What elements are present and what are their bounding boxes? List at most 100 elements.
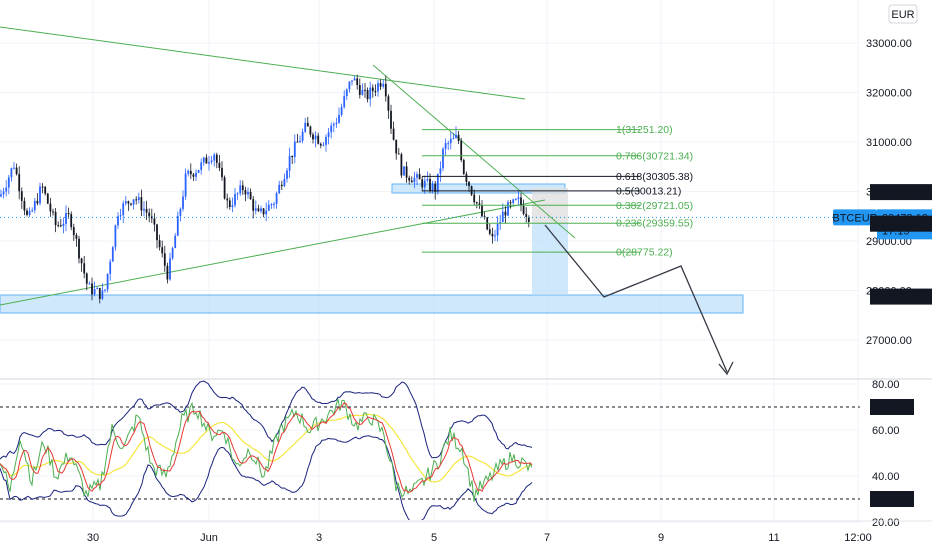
rsi-level-badge[interactable]: 70.00 xyxy=(870,399,914,415)
time-tick-label: 9 xyxy=(658,532,664,544)
price-pane[interactable]: 1(31251.20) 0.786(30721.34) 0.618(30305.38… xyxy=(0,26,860,376)
time-tick-label: 11 xyxy=(768,532,779,544)
candle xyxy=(96,286,99,290)
candle xyxy=(418,168,421,180)
candle xyxy=(228,197,231,210)
price-marker-label[interactable]: 29987.84 xyxy=(870,184,932,201)
candle xyxy=(392,121,395,141)
candle xyxy=(244,186,247,202)
time-tick-label: 12:00 xyxy=(844,532,872,544)
candle xyxy=(33,197,36,214)
candle xyxy=(488,223,491,236)
candle xyxy=(83,255,86,279)
candle xyxy=(473,189,476,205)
fib-level[interactable]: 0.236(29359.55) xyxy=(422,218,693,230)
time-tick-label: 7 xyxy=(544,532,550,544)
candle xyxy=(72,223,75,241)
trend-line[interactable] xyxy=(372,64,576,239)
price-marker-label[interactable]: 29349.68 xyxy=(870,215,932,232)
candle xyxy=(309,125,312,138)
price-marker-label[interactable]: 27877.07 xyxy=(870,288,932,305)
candle xyxy=(127,200,130,211)
candle xyxy=(278,180,281,195)
candle xyxy=(166,262,169,284)
candle xyxy=(98,287,101,304)
candle xyxy=(400,152,403,179)
candle xyxy=(130,202,132,207)
candle xyxy=(137,192,140,204)
candle xyxy=(455,126,457,139)
upper-band xyxy=(0,380,533,460)
fib-level[interactable]: 0.786(30721.34) xyxy=(422,150,693,162)
candle xyxy=(208,155,210,171)
projection-path[interactable] xyxy=(544,224,728,373)
candle xyxy=(0,189,2,198)
support-zone[interactable] xyxy=(0,294,744,314)
fib-level-label: 0.236(29359.55) xyxy=(616,218,693,230)
candle xyxy=(150,208,153,224)
candle xyxy=(156,223,158,249)
candle xyxy=(18,166,21,200)
candle xyxy=(226,193,229,209)
price-axis[interactable]: 33000.0032000.0031000.0030000.0029000.00… xyxy=(832,38,932,347)
candle xyxy=(114,224,117,251)
candle xyxy=(265,202,268,222)
candle xyxy=(210,155,213,165)
candle xyxy=(366,87,369,103)
candle xyxy=(447,140,450,151)
rsi-level-badge[interactable]: 30.00 xyxy=(870,491,914,507)
candle xyxy=(28,207,31,217)
candle xyxy=(101,283,104,301)
candle xyxy=(507,200,509,216)
candle xyxy=(345,88,348,100)
price-tick-label: 27000.00 xyxy=(866,335,912,347)
candle xyxy=(179,207,182,222)
candle xyxy=(408,175,411,185)
fib-level[interactable]: 0.618(30305.38) xyxy=(422,171,693,183)
candle xyxy=(78,235,80,264)
candle xyxy=(525,207,528,223)
candle xyxy=(444,138,447,156)
candle xyxy=(184,168,187,200)
candle xyxy=(371,84,374,98)
rsi-axis[interactable]: 80.00 60.00 40.00 20.00 70.00 30.00 xyxy=(870,379,914,529)
candle xyxy=(62,217,65,234)
trend-line[interactable] xyxy=(0,26,526,100)
candle xyxy=(189,163,192,180)
currency-badge[interactable]: EUR xyxy=(888,4,918,24)
candle xyxy=(517,190,520,206)
candle xyxy=(10,167,13,182)
candle xyxy=(288,147,291,178)
fib-level[interactable]: 0(28775.22) xyxy=(422,247,673,259)
fib-level[interactable]: 0.382(29721.05) xyxy=(422,200,693,212)
candle xyxy=(351,80,353,86)
candle xyxy=(377,80,379,97)
fib-level[interactable]: 0.5(30013.21) xyxy=(422,185,681,197)
candle xyxy=(413,171,416,189)
fib-level[interactable]: 1(31251.20) xyxy=(422,124,673,136)
candle xyxy=(384,75,387,102)
fib-level-label: 0(28775.22) xyxy=(616,247,673,259)
candle xyxy=(514,197,517,201)
candle xyxy=(270,202,273,209)
trend-line[interactable] xyxy=(0,199,546,306)
candle xyxy=(163,245,166,272)
rsi-pane[interactable] xyxy=(0,380,860,526)
candle xyxy=(267,200,270,212)
candle xyxy=(49,197,52,217)
candle xyxy=(299,135,301,143)
short-position-target-area[interactable] xyxy=(532,223,568,295)
candle xyxy=(382,79,385,89)
candle xyxy=(496,216,499,242)
candle xyxy=(13,162,15,170)
candle xyxy=(52,208,54,216)
candle xyxy=(23,197,26,216)
candle xyxy=(439,161,442,183)
candle xyxy=(379,79,382,90)
candle xyxy=(5,180,8,197)
fib-level-label: 0.382(29721.05) xyxy=(616,200,693,212)
time-axis[interactable]: 30 Jun 3 5 7 9 11 12:00 xyxy=(87,532,872,544)
candle xyxy=(39,182,41,206)
